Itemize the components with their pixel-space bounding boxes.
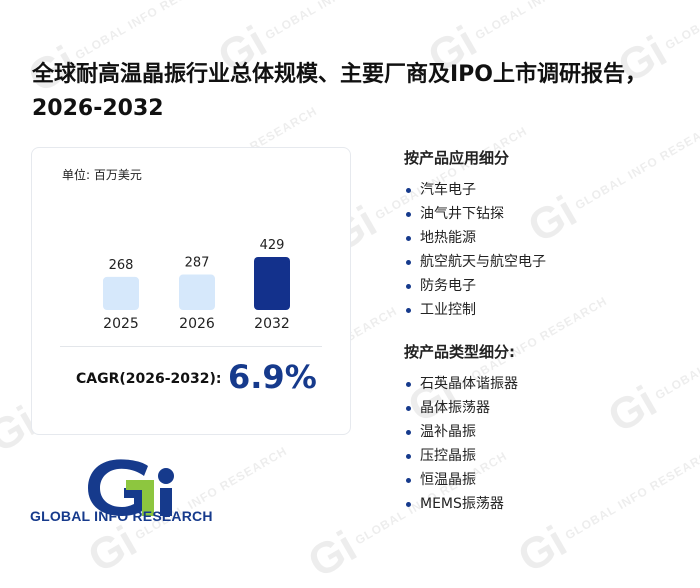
type-item: 温补晶振 <box>402 420 518 444</box>
application-segment: 按产品应用细分 汽车电子 油气井下钻探 地热能源 航空航天与航空电子 防务电子 工业控制 <box>402 147 546 322</box>
page-title: 全球耐高温晶振行业总体规模、主要厂商及IPO上市调研报告，2026-2032 <box>32 62 648 121</box>
category-label: 2032 <box>254 316 290 332</box>
unit-label: 单位: 百万美元 <box>62 168 142 182</box>
application-item: 油气井下钻探 <box>402 202 546 226</box>
application-item: 航空航天与航空电子 <box>402 250 546 274</box>
watermark: GiGLOBAL INFO RESEARCH <box>510 443 700 583</box>
watermark: GiGLOBAL INFO RESEARCH <box>600 304 700 443</box>
application-segment-title: 按产品应用细分 <box>404 149 510 167</box>
cagr-value: 6.9% <box>228 358 317 396</box>
bar-chart: 268 2025 287 2026 429 2032 <box>103 238 290 332</box>
application-item: 地热能源 <box>402 226 546 250</box>
divider <box>60 346 322 347</box>
type-item: 恒温晶振 <box>402 468 518 492</box>
data-label: 287 <box>185 256 210 271</box>
application-item: 防务电子 <box>402 274 546 298</box>
type-segment-title: 按产品类型细分: <box>404 343 515 361</box>
application-item: 汽车电子 <box>402 178 546 202</box>
type-list: 石英晶体谐振器 晶体振荡器 温补晶振 压控晶振 恒温晶振 MEMS振荡器 <box>402 372 518 516</box>
type-item: 晶体振荡器 <box>402 396 518 420</box>
bar-2025 <box>103 276 139 310</box>
data-label: 268 <box>109 258 134 273</box>
type-item: 压控晶振 <box>402 444 518 468</box>
type-item: MEMS振荡器 <box>402 492 518 516</box>
cagr-label: CAGR(2026-2032): <box>76 371 222 387</box>
application-list: 汽车电子 油气井下钻探 地热能源 航空航天与航空电子 防务电子 工业控制 <box>402 178 546 322</box>
type-segment: 按产品类型细分: 石英晶体谐振器 晶体振荡器 温补晶振 压控晶振 恒温晶振 MEMS振荡器 <box>402 341 518 516</box>
type-item: 石英晶体谐振器 <box>402 372 518 396</box>
application-item: 工业控制 <box>402 298 546 322</box>
category-label: 2026 <box>179 316 215 332</box>
logo-text: GLOBAL INFO RESEARCH <box>30 508 213 524</box>
data-label: 429 <box>260 238 285 253</box>
bar-2032 <box>254 257 290 310</box>
bar-2026 <box>179 274 215 310</box>
company-logo <box>88 459 174 516</box>
market-size-card: 单位: 百万美元 268 2025 287 2026 429 2032 CAGR(2026… <box>31 147 351 435</box>
category-label: 2025 <box>103 316 139 332</box>
